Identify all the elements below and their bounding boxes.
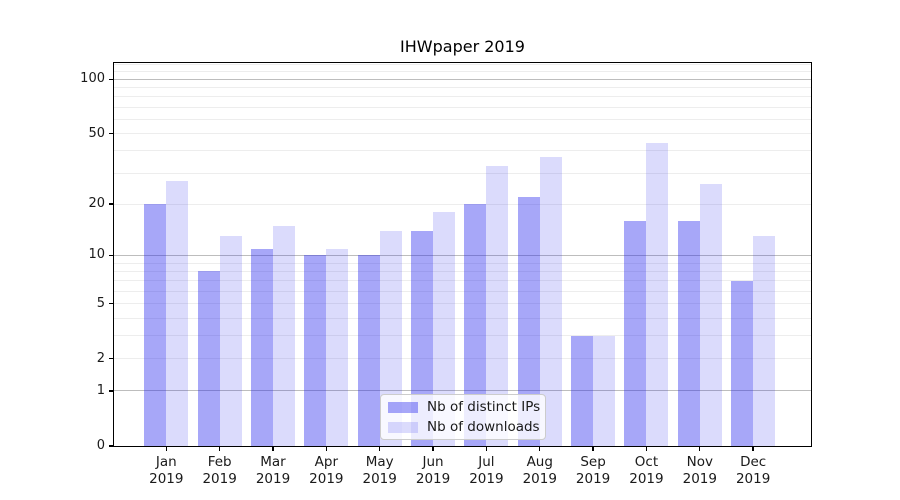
x-tick-feb (218, 447, 221, 452)
minor-gridline-4 (114, 317, 811, 319)
x-tick-jun (432, 447, 434, 452)
legend: Nb of distinct IPs Nb of downloads (380, 394, 546, 440)
legend-swatch-downloads (388, 421, 418, 433)
bar-downloads-oct (646, 143, 669, 446)
minor-gridline-40 (114, 150, 811, 152)
y-tick-0 (108, 445, 113, 447)
x-tick-apr (325, 447, 328, 452)
legend-label-downloads: Nb of downloads (427, 419, 540, 435)
minor-gridline-70 (114, 106, 811, 108)
legend-row-downloads: Nb of downloads (381, 419, 545, 436)
y-tick-100 (108, 78, 113, 80)
x-tick-dec (752, 447, 754, 452)
bar-downloads-sep (593, 335, 616, 446)
x-tick-sep (592, 447, 594, 452)
legend-swatch-distinct-ips (388, 401, 418, 413)
bar-distinct-ips-apr (304, 255, 327, 446)
bar-distinct-ips-oct (624, 220, 647, 446)
minor-gridline-2 (114, 358, 811, 360)
bar-downloads-jul (486, 165, 509, 446)
x-tick-label-aug: Aug 2019 (522, 454, 557, 487)
major-gridline-100 (114, 78, 811, 80)
minor-gridline-5 (114, 303, 811, 305)
minor-gridline-90 (114, 86, 811, 88)
bar-downloads-aug (539, 156, 562, 446)
minor-gridline-30 (114, 172, 811, 174)
bar-downloads-feb (219, 236, 242, 446)
bar-distinct-ips-may (357, 255, 380, 446)
bar-distinct-ips-aug (517, 196, 540, 446)
minor-gridline-8 (114, 270, 811, 272)
y-tick-5 (108, 302, 113, 305)
x-tick-label-apr: Apr 2019 (309, 454, 344, 487)
x-tick-may (379, 447, 381, 452)
y-tick-20 (108, 203, 113, 205)
minor-gridline-7 (114, 280, 811, 282)
bar-downloads-may (379, 230, 402, 446)
chart-title: IHWpaper 2019 (400, 37, 525, 56)
x-tick-label-dec: Dec 2019 (735, 454, 771, 487)
y-tick-label-10: 10 (88, 247, 105, 263)
x-tick-label-may: May 2019 (362, 454, 397, 487)
x-tick-jan (165, 447, 167, 452)
x-tick-label-jul: Jul 2019 (469, 454, 504, 487)
x-tick-label-mar: Mar 2019 (255, 454, 291, 487)
x-tick-nov (699, 447, 701, 452)
minor-gridline-9 (114, 262, 811, 264)
y-tick-10 (108, 254, 113, 257)
x-tick-label-feb: Feb 2019 (202, 454, 237, 487)
bar-downloads-jan (166, 181, 189, 446)
bar-distinct-ips-dec (731, 280, 754, 446)
y-tick-label-0: 0 (96, 438, 105, 453)
minor-gridline-6 (114, 290, 811, 292)
minor-gridline-120 (114, 64, 811, 66)
x-tick-label-jun: Jun 2019 (415, 454, 451, 487)
y-tick-label-20: 20 (88, 196, 105, 212)
minor-gridline-80 (114, 96, 811, 98)
bar-distinct-ips-mar (251, 248, 273, 446)
bar-distinct-ips-jun (411, 230, 434, 446)
minor-gridline-3 (114, 335, 811, 337)
y-tick-label-100: 100 (80, 71, 105, 87)
bar-downloads-jun (433, 212, 456, 446)
x-tick-aug (539, 447, 541, 452)
bar-downloads-mar (273, 225, 295, 446)
major-gridline-10 (114, 254, 811, 256)
minor-gridline-50 (114, 133, 811, 134)
x-tick-label-jan: Jan 2019 (149, 454, 184, 487)
x-tick-label-sep: Sep 2019 (575, 454, 611, 487)
minor-gridline-110 (114, 71, 811, 73)
bar-distinct-ips-sep (571, 335, 594, 446)
y-tick-label-50: 50 (88, 125, 105, 141)
x-tick-oct (645, 447, 648, 452)
major-gridline-1 (114, 390, 811, 392)
bar-distinct-ips-jan (144, 204, 167, 446)
x-tick-mar (272, 447, 274, 452)
bar-distinct-ips-feb (197, 271, 220, 446)
bar-distinct-ips-nov (677, 220, 700, 446)
x-tick-label-oct: Oct 2019 (629, 454, 664, 487)
bar-distinct-ips-jul (464, 204, 487, 446)
minor-gridline-60 (114, 118, 811, 120)
y-tick-50 (108, 132, 113, 135)
x-tick-jul (485, 447, 488, 452)
bar-downloads-nov (699, 184, 722, 446)
y-tick-label-2: 2 (96, 350, 105, 366)
legend-label-distinct-ips: Nb of distinct IPs (427, 399, 541, 415)
minor-gridline-20 (114, 203, 811, 205)
x-tick-label-nov: Nov 2019 (682, 454, 717, 487)
y-tick-1 (108, 390, 113, 392)
bar-downloads-apr (326, 248, 349, 446)
y-tick-label-5: 5 (96, 295, 105, 311)
plot-area: Nb of distinct IPs Nb of downloads 0 1 2 5 1… (80, 62, 812, 487)
legend-row-distinct-ips: Nb of distinct IPs (381, 399, 545, 416)
bar-downloads-dec (753, 236, 776, 446)
y-tick-2 (108, 357, 113, 360)
y-tick-label-1: 1 (96, 382, 105, 398)
